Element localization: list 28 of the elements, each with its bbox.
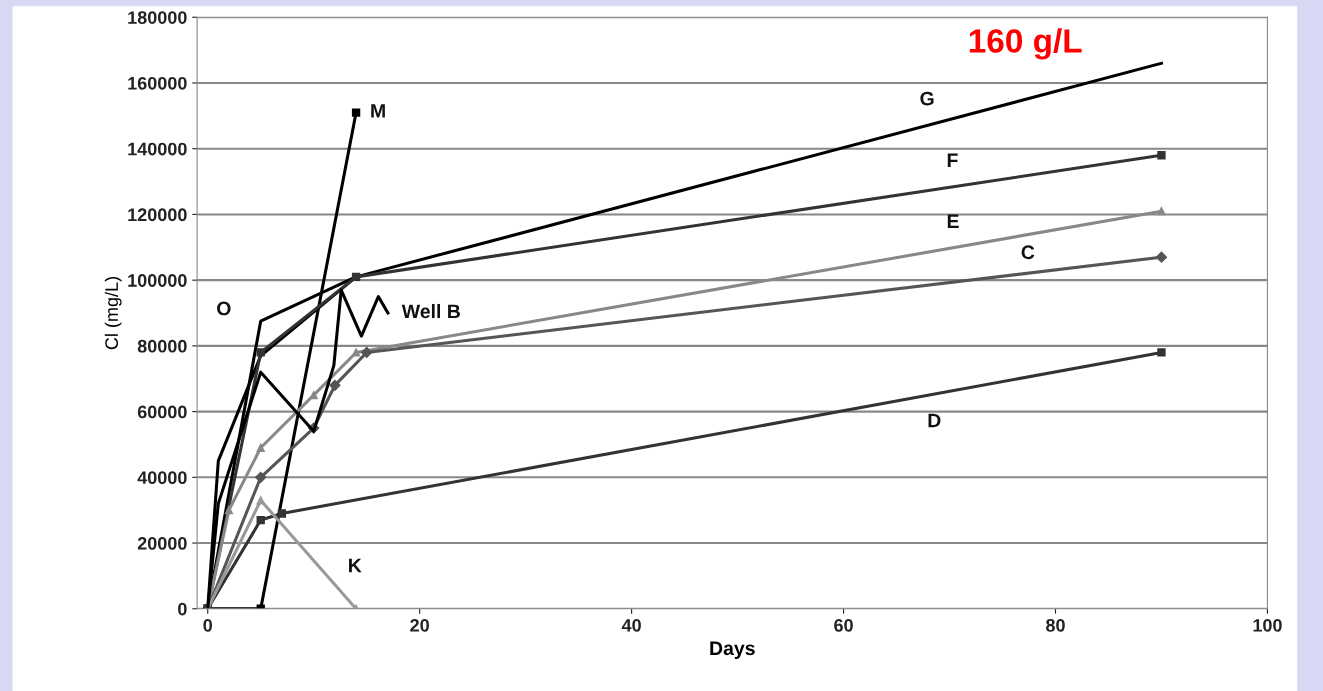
x-tick-label: 60 [834,618,853,632]
y-tick-label: 60000 [137,405,187,419]
y-tick-label: 40000 [137,471,187,485]
y-tick-label: 160000 [128,76,187,90]
annotation: 160 g/L [969,28,1082,60]
y-tick-label: 100000 [128,274,187,287]
series-label: D [928,413,941,428]
y-tick-label: 80000 [137,339,187,353]
series-label: C [1021,245,1035,260]
y-tick-label: 140000 [128,142,187,156]
x-tick-label: 20 [410,618,429,632]
y-tick-label: 0 [178,602,187,616]
y-tick-label: 120000 [128,208,187,222]
x-axis-title: Days [710,641,755,660]
series-label: Well B [401,303,460,319]
x-tick-label: 80 [1046,618,1065,632]
y-axis-title: Cl (mg/L) [104,277,122,350]
series-label: G [920,91,934,106]
y-tick-label: 180000 [128,11,187,24]
series-label: F [947,153,958,167]
x-tick-label: 40 [621,618,641,632]
x-tick-label: 0 [203,618,213,632]
series-label: O [217,301,231,316]
series-label: E [947,214,959,228]
series-label: K [349,558,362,573]
y-tick-label: 20000 [137,536,187,550]
series-label: M [371,104,385,118]
x-tick-label: 100 [1253,618,1282,632]
